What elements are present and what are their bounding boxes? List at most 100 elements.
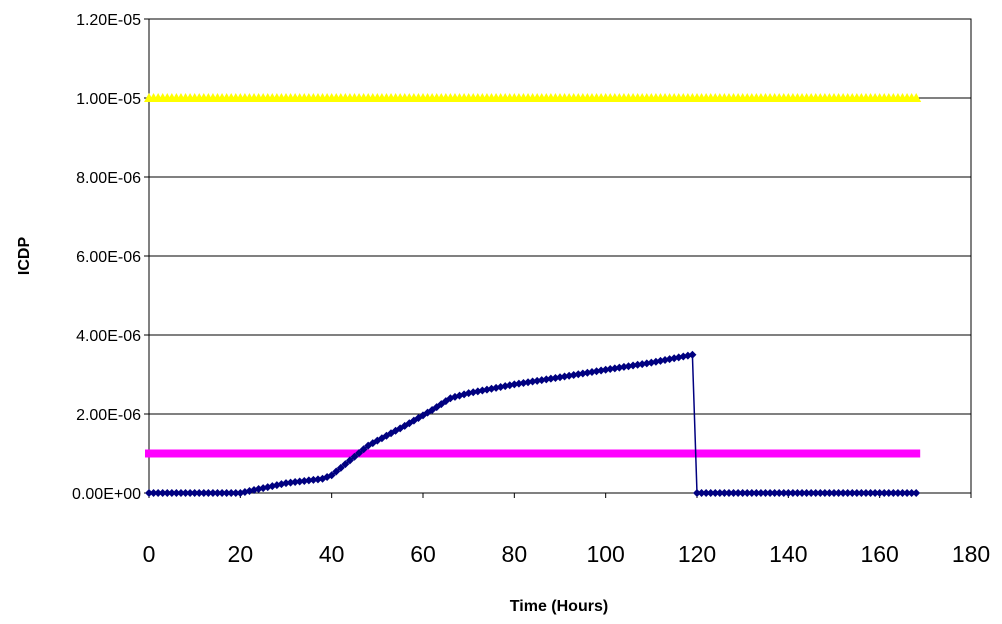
data-point — [345, 456, 354, 465]
data-point — [359, 449, 368, 458]
data-point — [820, 489, 829, 497]
data-point — [761, 449, 770, 458]
data-point — [761, 489, 770, 497]
data-point — [729, 489, 738, 497]
data-point — [496, 449, 505, 458]
data-point — [332, 467, 341, 476]
data-point — [250, 449, 259, 458]
data-point — [766, 449, 775, 458]
data-point — [382, 449, 391, 458]
data-point — [542, 449, 551, 458]
data-point — [793, 449, 802, 458]
data-point — [313, 475, 322, 484]
data-point — [811, 449, 820, 458]
data-point — [706, 489, 715, 497]
data-point — [880, 449, 889, 458]
data-point — [455, 449, 464, 458]
y-axis-ticks: 0.00E+00 2.00E-06 4.00E-06 6.00E-06 8.00E-06… — [72, 12, 149, 503]
data-point — [359, 445, 368, 454]
data-point — [259, 449, 268, 458]
data-point — [145, 489, 153, 497]
x-tick-label: 160 — [860, 541, 898, 567]
series-1 — [144, 93, 922, 102]
data-point — [222, 449, 231, 458]
data-point — [304, 449, 313, 458]
data-point — [227, 449, 236, 458]
data-point — [423, 449, 432, 458]
series-3 — [145, 350, 921, 497]
y-tick-label: 4.00E-06 — [76, 328, 141, 345]
data-point — [720, 489, 729, 497]
data-point — [784, 449, 793, 458]
data-point — [825, 489, 834, 497]
data-point — [528, 449, 537, 458]
data-point — [163, 449, 172, 458]
data-point — [154, 489, 163, 497]
data-point — [195, 449, 204, 458]
data-point — [601, 449, 610, 458]
data-point — [752, 489, 761, 497]
data-point — [848, 489, 857, 497]
data-point — [524, 449, 533, 458]
data-point — [738, 449, 747, 458]
data-point — [830, 449, 838, 458]
data-point — [766, 489, 775, 497]
data-point — [487, 449, 496, 458]
data-point — [441, 449, 450, 458]
data-point — [587, 449, 596, 458]
data-point — [610, 449, 619, 458]
data-point — [839, 449, 848, 458]
data-point — [227, 489, 236, 497]
data-point — [240, 449, 249, 458]
data-point — [912, 489, 921, 497]
data-point — [176, 449, 185, 458]
data-point — [336, 449, 345, 458]
data-point — [784, 489, 793, 497]
data-point — [163, 489, 172, 497]
data-point — [149, 489, 158, 497]
gridlines — [149, 18, 971, 494]
data-point — [807, 489, 816, 497]
data-point — [263, 449, 272, 458]
data-point — [898, 489, 907, 497]
data-point — [501, 449, 510, 458]
data-point — [204, 489, 213, 497]
data-point — [464, 449, 473, 458]
data-point — [706, 449, 715, 458]
x-tick-label: 100 — [586, 541, 624, 567]
data-point — [405, 449, 414, 458]
data-point — [779, 449, 788, 458]
data-point — [871, 489, 880, 497]
data-point — [519, 449, 528, 458]
data-point — [843, 489, 852, 497]
x-tick-label: 80 — [502, 541, 528, 567]
data-point — [779, 489, 788, 497]
data-point — [811, 489, 820, 497]
data-point — [478, 449, 487, 458]
data-point — [889, 489, 898, 497]
data-point — [724, 489, 733, 497]
data-point — [282, 479, 290, 488]
data-point — [341, 449, 350, 458]
data-point — [875, 489, 884, 497]
data-point — [724, 449, 733, 458]
data-point — [875, 449, 884, 458]
data-point — [282, 449, 290, 458]
data-point — [866, 449, 875, 458]
data-point — [195, 489, 204, 497]
data-point — [848, 449, 857, 458]
data-point — [884, 489, 893, 497]
data-point — [880, 489, 889, 497]
data-point — [167, 489, 176, 497]
data-point — [729, 449, 738, 458]
data-point — [816, 449, 825, 458]
data-point — [222, 489, 231, 497]
data-point — [327, 471, 336, 480]
data-point — [327, 449, 336, 458]
data-point — [254, 449, 263, 458]
data-point — [437, 449, 446, 458]
data-point — [907, 449, 916, 458]
data-point — [697, 489, 706, 497]
data-point — [752, 449, 761, 458]
data-point — [409, 449, 418, 458]
